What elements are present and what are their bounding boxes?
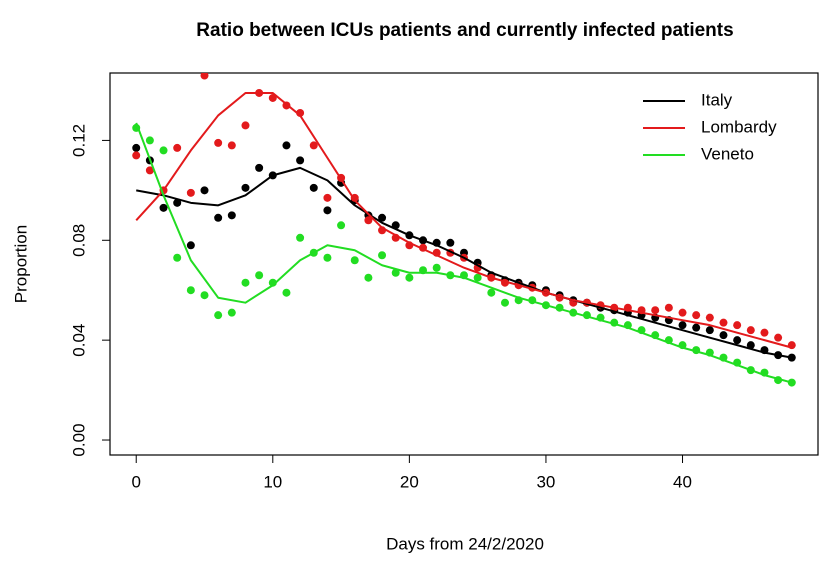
data-point: [296, 156, 305, 165]
data-point: [692, 311, 701, 320]
data-point: [705, 313, 714, 322]
data-point: [173, 253, 182, 262]
data-point: [405, 273, 414, 282]
data-point: [200, 73, 209, 80]
data-point: [487, 288, 496, 297]
data-point: [692, 323, 701, 332]
data-point: [173, 143, 182, 152]
data-point: [719, 318, 728, 327]
data-point: [500, 298, 509, 307]
fit-line: [135, 91, 793, 349]
data-point: [159, 146, 168, 155]
data-point: [200, 186, 209, 195]
data-point: [214, 213, 223, 222]
data-point: [432, 263, 441, 272]
fit-line: [136, 166, 792, 359]
data-point: [746, 326, 755, 335]
data-point: [186, 188, 195, 197]
data-point: [227, 308, 236, 317]
data-point: [186, 286, 195, 295]
data-point: [364, 216, 373, 225]
data-point: [391, 268, 400, 277]
data-point: [173, 198, 182, 207]
data-point: [364, 273, 373, 282]
legend-label: Veneto: [701, 144, 754, 163]
data-point: [746, 341, 755, 350]
x-tick-label: 40: [673, 472, 692, 491]
data-point: [227, 141, 236, 150]
x-tick-label: 10: [263, 472, 282, 491]
data-point: [241, 278, 250, 287]
data-point: [378, 213, 387, 222]
data-point: [323, 253, 332, 262]
data-point: [323, 193, 332, 202]
y-tick-label: 0.04: [69, 324, 88, 357]
y-axis-label: Proportion: [11, 225, 30, 303]
data-point: [378, 251, 387, 260]
x-tick-label: 0: [131, 472, 140, 491]
legend-label: Lombardy: [701, 117, 777, 136]
data-point: [664, 303, 673, 312]
data-point: [350, 256, 359, 265]
data-point: [282, 141, 291, 150]
data-point: [473, 273, 482, 282]
data-point: [446, 238, 455, 247]
data-point: [186, 241, 195, 250]
y-tick-label: 0.12: [69, 124, 88, 157]
data-point: [787, 341, 796, 350]
data-point: [774, 333, 783, 342]
data-point: [241, 121, 250, 130]
data-point: [309, 183, 318, 192]
data-point: [159, 203, 168, 212]
data-point: [678, 308, 687, 317]
data-point: [705, 326, 714, 335]
data-point: [145, 136, 154, 145]
data-point: [760, 328, 769, 337]
chart-title: Ratio between ICUs patients and currentl…: [196, 20, 733, 41]
legend-label: Italy: [701, 90, 733, 109]
data-point: [145, 166, 154, 175]
data-point: [733, 336, 742, 345]
y-tick-label: 0.00: [69, 423, 88, 456]
data-point: [733, 321, 742, 330]
data-point: [309, 141, 318, 150]
plot-frame: [109, 72, 819, 456]
data-point: [227, 211, 236, 220]
data-point: [200, 291, 209, 300]
data-point: [282, 288, 291, 297]
data-point: [296, 233, 305, 242]
data-point: [132, 151, 141, 160]
data-point: [719, 331, 728, 340]
y-tick-label: 0.08: [69, 224, 88, 257]
x-tick-label: 20: [400, 472, 419, 491]
data-point: [255, 163, 264, 172]
data-point: [214, 311, 223, 320]
data-point: [268, 93, 277, 102]
x-tick-label: 30: [536, 472, 555, 491]
data-point: [651, 306, 660, 315]
data-point: [132, 143, 141, 152]
x-axis-label: Days from 24/2/2020: [386, 534, 544, 553]
data-point: [323, 206, 332, 215]
data-point: [241, 183, 250, 192]
data-point: [337, 221, 346, 230]
data-point: [678, 321, 687, 330]
fit-line: [135, 122, 793, 384]
data-point: [214, 138, 223, 147]
data-point: [255, 271, 264, 280]
